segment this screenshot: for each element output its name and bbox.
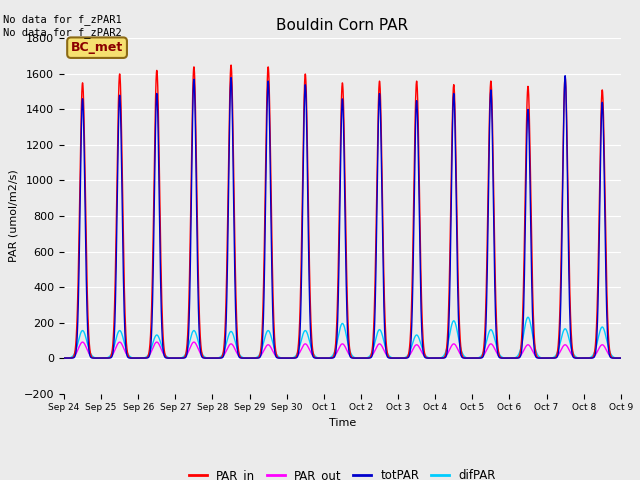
totPAR	[274, 355, 282, 361]
PAR_in	[606, 350, 614, 356]
PAR_in	[124, 350, 131, 356]
PAR_out	[546, 355, 554, 361]
totPAR	[60, 355, 68, 361]
totPAR	[124, 354, 131, 360]
difPAR	[298, 336, 305, 342]
PAR_in	[227, 62, 235, 68]
difPAR	[157, 339, 164, 345]
difPAR	[124, 350, 131, 356]
PAR_in	[298, 223, 306, 229]
PAR_in	[274, 354, 282, 360]
PAR_in	[617, 355, 625, 361]
Text: BC_met: BC_met	[71, 41, 123, 54]
PAR_in	[157, 239, 164, 244]
PAR_out	[298, 345, 306, 351]
Line: PAR_in: PAR_in	[64, 65, 621, 358]
PAR_out	[79, 339, 86, 345]
Text: No data for f_zPAR1
No data for f_zPAR2: No data for f_zPAR1 No data for f_zPAR2	[3, 14, 122, 38]
totPAR	[157, 276, 164, 282]
PAR_out	[157, 345, 164, 351]
difPAR	[60, 355, 68, 361]
difPAR	[606, 349, 614, 355]
PAR_in	[60, 355, 68, 361]
totPAR	[561, 73, 569, 79]
difPAR	[546, 355, 554, 361]
Legend: PAR_in, PAR_out, totPAR, difPAR: PAR_in, PAR_out, totPAR, difPAR	[184, 465, 500, 480]
PAR_out	[124, 353, 132, 359]
PAR_out	[606, 353, 614, 359]
difPAR	[274, 353, 282, 359]
totPAR	[298, 267, 305, 273]
totPAR	[617, 355, 625, 361]
totPAR	[546, 355, 554, 361]
PAR_out	[274, 354, 282, 360]
PAR_in	[546, 355, 554, 361]
totPAR	[606, 354, 614, 360]
Y-axis label: PAR (umol/m2/s): PAR (umol/m2/s)	[8, 169, 18, 263]
PAR_out	[60, 355, 68, 361]
Title: Bouldin Corn PAR: Bouldin Corn PAR	[276, 18, 408, 33]
X-axis label: Time: Time	[329, 418, 356, 428]
Line: totPAR: totPAR	[64, 76, 621, 358]
difPAR	[524, 314, 532, 320]
Line: PAR_out: PAR_out	[64, 342, 621, 358]
difPAR	[617, 355, 625, 361]
PAR_out	[617, 355, 625, 361]
Line: difPAR: difPAR	[64, 317, 621, 358]
